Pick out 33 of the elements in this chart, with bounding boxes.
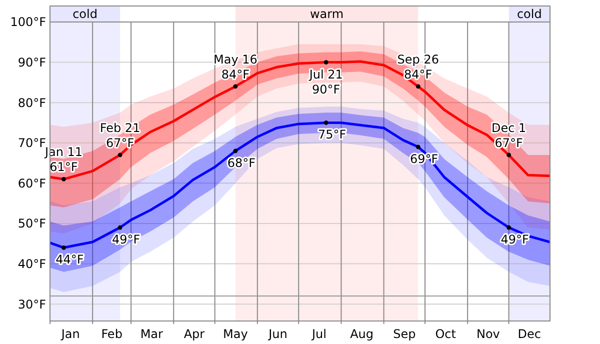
x-tick-label: Sep xyxy=(393,327,416,341)
annotation: Feb 21 67°F xyxy=(100,120,140,150)
annotation: 75°F xyxy=(318,128,346,142)
x-tick-label: Nov xyxy=(476,327,500,341)
x-tick-label: Apr xyxy=(184,327,205,341)
y-tick-label: 30°F xyxy=(18,297,46,312)
x-tick-label: Jun xyxy=(268,327,288,341)
band-label: cold xyxy=(516,7,542,21)
y-tick-label: 80°F xyxy=(18,96,46,110)
y-tick-label: 60°F xyxy=(18,176,46,190)
annotation: May 16 84°F xyxy=(213,52,258,82)
x-tick-label: Jan xyxy=(60,327,80,341)
y-tick-label: 90°F xyxy=(18,55,46,70)
band-label: warm xyxy=(310,7,344,21)
x-tick-label: Jul xyxy=(310,327,326,341)
annotation: 44°F xyxy=(56,252,84,267)
y-tick-label: 40°F xyxy=(18,256,46,271)
x-tick-label: Feb xyxy=(101,327,122,341)
annotation: 49°F xyxy=(500,232,529,247)
y-tick-label: 70°F xyxy=(18,136,46,150)
annotation: Jul 21 90°F xyxy=(308,67,343,96)
annotation: Sep 26 84°F xyxy=(397,52,439,82)
annotation: 68°F xyxy=(227,156,256,170)
x-tick-label: Oct xyxy=(435,327,456,341)
band-label: cold xyxy=(72,7,98,21)
x-tick-label: May xyxy=(223,327,248,341)
x-tick-label: Mar xyxy=(140,327,164,341)
y-tick-label: 100°F xyxy=(10,15,46,30)
annotation: 49°F xyxy=(112,232,140,247)
x-tick-label: Dec xyxy=(518,327,542,341)
annotation: Dec 1 67°F xyxy=(491,120,526,150)
x-tick-label: Aug xyxy=(350,327,374,341)
y-tick-label: 50°F xyxy=(18,216,46,231)
